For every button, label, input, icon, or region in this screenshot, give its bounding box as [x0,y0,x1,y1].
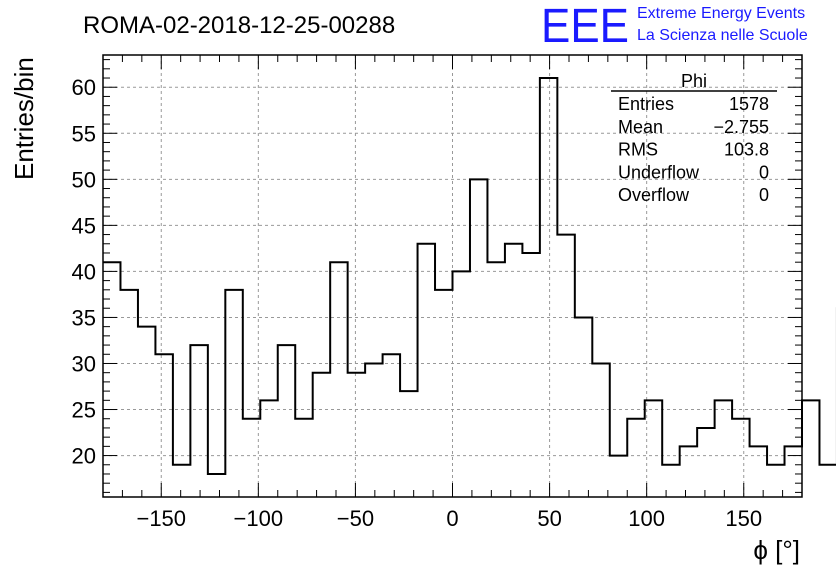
stats-label: Overflow [618,185,690,205]
logo-line-2: La Scienza nelle Scuole [637,27,808,44]
x-tick-label: −100 [234,506,284,531]
y-tick-label: 60 [72,75,96,100]
x-tick-label: 150 [725,506,762,531]
logo-mark: EEE [541,0,629,53]
y-axis-label: Entries/bin [9,57,39,180]
chart-title: ROMA-02-2018-12-25-00288 [83,12,395,39]
grid-lines [103,55,802,497]
x-tick-label: −50 [337,506,374,531]
stats-label: Mean [618,117,663,137]
y-tick-label: 25 [72,398,96,423]
stats-value: 0 [759,162,769,182]
stats-value: 1578 [729,94,769,114]
stats-value: −2.755 [713,117,769,137]
y-tick-labels: 20 25 30 35 40 45 50 55 60 [72,75,96,468]
stats-title: Phi [681,71,707,91]
stats-label: RMS [618,140,658,160]
y-tick-label: 20 [72,444,96,469]
y-tick-label: 35 [72,305,96,330]
y-tick-label: 55 [72,121,96,146]
y-tick-label: 50 [72,167,96,192]
y-tick-label: 40 [72,259,96,284]
x-tick-label: 0 [446,506,458,531]
stats-label: Underflow [618,162,700,182]
x-axis-label: ϕ [°] [753,535,800,565]
stats-value: 103.8 [724,140,769,160]
y-tick-label: 45 [72,213,96,238]
x-tick-labels: −150 −100 −50 0 50 100 150 [136,506,762,531]
stats-box: Phi Entries 1578 Mean −2.755 RMS 103.8 Underfl… [611,71,777,205]
x-tick-label: −150 [136,506,186,531]
x-tick-label: 100 [628,506,665,531]
y-tick-label: 30 [72,351,96,376]
x-tick-label: 50 [537,506,561,531]
axis-ticks [102,55,803,497]
stats-value: 0 [759,185,769,205]
histogram-series [103,77,836,475]
logo-line-1: Extreme Energy Events [637,5,805,22]
stats-label: Entries [618,94,674,114]
